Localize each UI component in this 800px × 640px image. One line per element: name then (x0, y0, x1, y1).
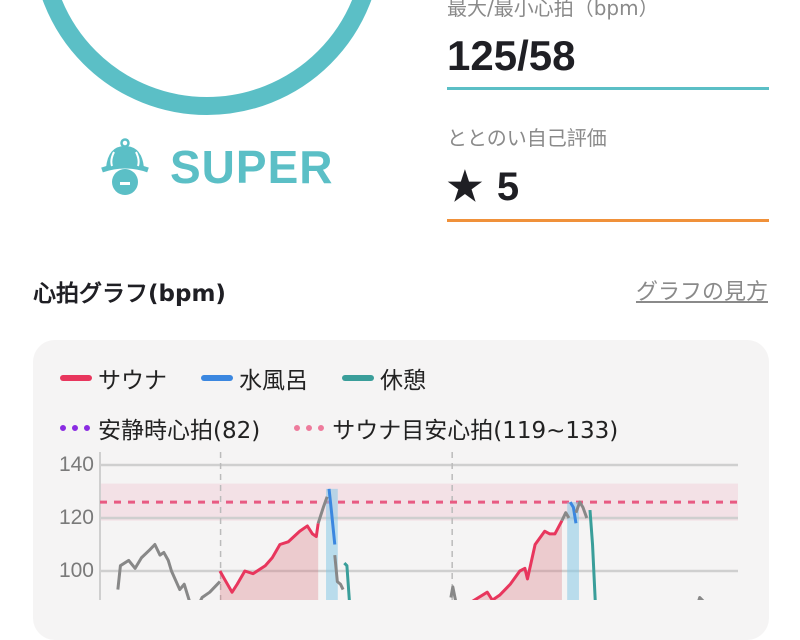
other-line (560, 511, 571, 522)
legend-references: 安静時心拍(82) サウナ目安心拍(119~133) (60, 411, 652, 445)
target-hr-swatch (294, 425, 325, 431)
rest-line (343, 562, 351, 600)
sauna-line (218, 523, 320, 594)
resting-hr-swatch (60, 425, 90, 431)
other-line (449, 585, 457, 600)
sauna-swatch (60, 375, 92, 381)
sauna-line (471, 519, 564, 600)
legend-label: サウナ目安心拍(119~133) (332, 418, 619, 444)
other-line (697, 596, 705, 600)
graph-howto-link[interactable]: グラフの見方 (635, 280, 768, 305)
legend-resting-hr: 安静時心拍(82) (60, 411, 260, 445)
sauna-area (474, 520, 562, 600)
legend-target-hr: サウナ目安心拍(119~133) (294, 411, 618, 445)
y-tick-100: 100 (58, 559, 94, 582)
rest-line (588, 509, 597, 600)
legend-sauna: サウナ (60, 361, 167, 395)
other-line (316, 496, 329, 524)
legend-label: 休憩 (380, 368, 426, 394)
legend-phases: サウナ 水風呂 休憩 (60, 361, 460, 395)
target-band (100, 483, 738, 521)
other-line (116, 543, 222, 600)
heart-rate-label: 最大/最小心拍（bpm） (447, 0, 659, 20)
level-label: SUPER (170, 141, 334, 193)
cold-line (568, 501, 578, 524)
legend-label: 安静時心拍(82) (98, 418, 261, 444)
self-rating-value: 5 (496, 164, 520, 209)
sauna-hat-face-icon (101, 138, 149, 195)
legend-label: サウナ (98, 368, 167, 394)
cold-line (327, 488, 337, 545)
legend-cold-bath: 水風呂 (201, 361, 308, 395)
self-rating-underline (447, 219, 769, 222)
other-line (333, 554, 345, 591)
heart-rate-underline (447, 87, 769, 90)
graph-title: 心拍グラフ(bpm) (33, 281, 226, 307)
heart-rate-graph-card (33, 340, 769, 640)
other-line (574, 500, 589, 519)
self-rating-label: ととのい自己評価 (447, 126, 607, 150)
legend-rest: 休憩 (342, 361, 426, 395)
level-badge: SUPER (100, 138, 333, 196)
y-tick-120: 120 (58, 506, 94, 529)
star-icon: ★ (447, 165, 483, 209)
heart-rate-chart (99, 452, 738, 600)
rest-swatch (342, 375, 374, 381)
y-tick-140: 140 (58, 453, 94, 476)
cold-bath-band (567, 502, 579, 600)
legend-label: 水風呂 (239, 368, 308, 394)
cold-bath-band (326, 488, 338, 600)
cold-bath-swatch (201, 375, 233, 381)
heart-rate-value: 125/58 (447, 32, 576, 79)
